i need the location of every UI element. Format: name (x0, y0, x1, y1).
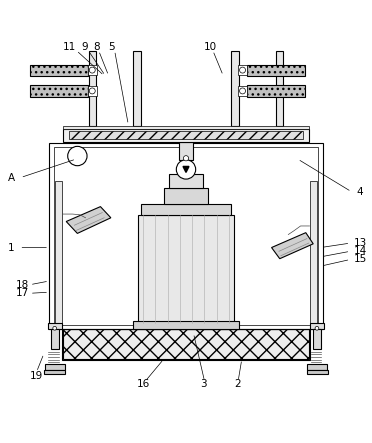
Bar (307, 364, 327, 370)
Text: 4: 4 (357, 187, 363, 197)
Text: 13: 13 (353, 238, 367, 248)
Text: 18: 18 (16, 280, 29, 290)
Text: 10: 10 (203, 43, 217, 52)
Bar (231, 51, 239, 125)
Circle shape (89, 67, 95, 73)
Text: 8: 8 (93, 43, 100, 52)
Circle shape (53, 326, 57, 330)
Circle shape (176, 160, 196, 179)
Bar (88, 86, 97, 96)
Bar (89, 51, 96, 125)
Text: 1: 1 (8, 242, 15, 253)
Bar (30, 65, 88, 76)
Bar (276, 51, 283, 125)
Polygon shape (183, 167, 189, 172)
Bar (51, 330, 59, 349)
Bar (247, 85, 305, 97)
Circle shape (89, 88, 95, 94)
Bar (141, 204, 231, 215)
Bar (62, 329, 310, 360)
Text: 9: 9 (81, 43, 88, 52)
Bar (313, 330, 321, 349)
Bar (133, 51, 141, 125)
Bar (63, 128, 309, 142)
Bar (48, 323, 62, 330)
Bar (307, 369, 328, 374)
Bar (179, 142, 193, 160)
Circle shape (183, 155, 189, 161)
Bar (63, 125, 309, 129)
Circle shape (240, 67, 246, 73)
Text: 14: 14 (353, 246, 367, 256)
Circle shape (240, 88, 246, 94)
Bar (138, 215, 234, 323)
Bar (69, 132, 303, 139)
Text: 3: 3 (201, 380, 207, 389)
Polygon shape (66, 206, 111, 233)
Text: 17: 17 (16, 288, 29, 298)
Text: 2: 2 (234, 380, 241, 389)
Bar (238, 86, 247, 96)
Bar (169, 174, 203, 188)
Text: 5: 5 (108, 43, 115, 52)
Bar (310, 181, 317, 323)
Bar (45, 364, 65, 370)
Bar (310, 323, 324, 330)
Text: 16: 16 (137, 380, 150, 389)
Text: A: A (7, 173, 15, 183)
Bar (133, 321, 239, 330)
Circle shape (68, 146, 87, 166)
Bar (63, 330, 309, 359)
Bar (44, 369, 65, 374)
Bar (55, 181, 62, 323)
Text: 15: 15 (353, 254, 367, 264)
Bar (238, 65, 247, 75)
Text: 19: 19 (30, 371, 43, 381)
Text: 11: 11 (63, 43, 77, 52)
Bar (247, 65, 305, 76)
Bar (54, 147, 318, 325)
Circle shape (315, 326, 319, 330)
Bar (164, 188, 208, 204)
Polygon shape (272, 233, 313, 259)
Bar (30, 85, 88, 97)
Bar (49, 143, 323, 329)
Bar (88, 65, 97, 75)
